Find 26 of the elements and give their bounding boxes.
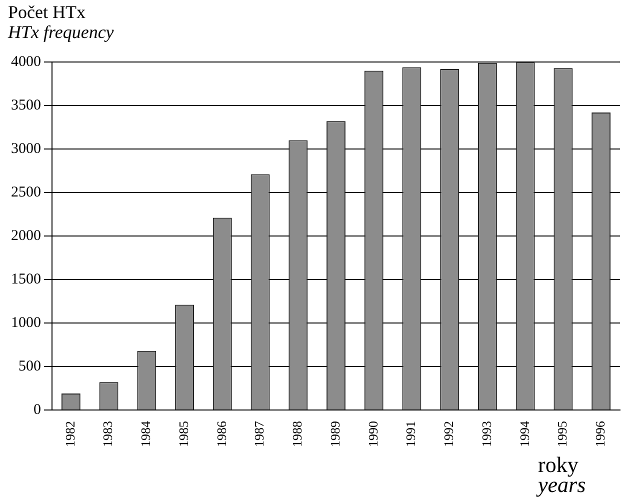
chart-title: Počet HTx bbox=[8, 2, 86, 23]
y-tick-label: 0 bbox=[34, 402, 41, 418]
x-tick-label: 1983 bbox=[100, 421, 116, 447]
y-tick-label: 500 bbox=[18, 358, 41, 374]
x-tick-label: 1986 bbox=[214, 420, 229, 447]
x-tick-label: 1991 bbox=[403, 421, 418, 447]
x-tick-label: 1985 bbox=[176, 421, 191, 447]
x-tick-label: 1988 bbox=[290, 421, 305, 447]
y-tick-label: 2000 bbox=[11, 228, 41, 244]
x-tick-label: 1996 bbox=[592, 420, 608, 447]
x-tick-label: 1990 bbox=[365, 421, 380, 447]
x-tick-label: 1992 bbox=[441, 421, 456, 447]
y-tick-label: 2500 bbox=[11, 184, 41, 200]
y-tick-label: 3500 bbox=[11, 97, 41, 114]
x-tick-label: 1982 bbox=[62, 421, 78, 447]
x-tick-label: 1993 bbox=[478, 421, 494, 447]
chart-subtitle: HTx frequency bbox=[8, 22, 114, 43]
x-tick-label: 1994 bbox=[516, 420, 532, 447]
y-tick-label: 3000 bbox=[11, 140, 41, 157]
x-tick-label: 1984 bbox=[138, 420, 154, 447]
x-tick-label: 1995 bbox=[554, 421, 570, 447]
y-tick-label: 1500 bbox=[11, 271, 41, 288]
y-tick-label: 4000 bbox=[11, 54, 41, 70]
y-tick-label: 1000 bbox=[11, 314, 41, 331]
x-tick-label: 1987 bbox=[252, 420, 267, 447]
x-tick-label: 1989 bbox=[327, 421, 342, 447]
